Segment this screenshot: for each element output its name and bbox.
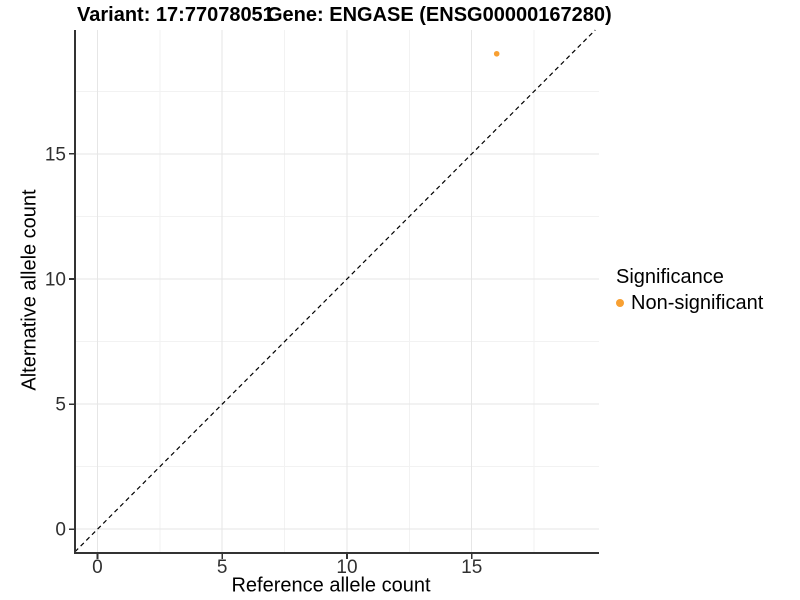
- legend: Significance Non-significant: [616, 265, 763, 315]
- x-tick-label: 0: [92, 557, 103, 578]
- legend-point-icon: [616, 299, 624, 307]
- legend-title: Significance: [616, 266, 724, 288]
- variant-title: Variant: 17:77078051: [77, 4, 274, 26]
- y-tick-label: 0: [55, 520, 66, 541]
- x-tick-label: 5: [217, 557, 228, 578]
- y-tick-label: 15: [45, 144, 66, 165]
- legend-label: Non-significant: [631, 292, 764, 314]
- x-tick-label: 10: [336, 557, 357, 578]
- identity-dashed-line: [74, 29, 596, 553]
- gene-title: Gene: ENGASE (ENSG00000167280): [267, 4, 612, 26]
- x-axis-title: Reference allele count: [231, 574, 431, 597]
- legend-item: Non-significant: [616, 291, 763, 315]
- x-tick-label: 15: [461, 557, 482, 578]
- data-point: [493, 50, 500, 57]
- y-tick-label: 5: [55, 395, 66, 416]
- panel-background: [75, 30, 599, 553]
- y-tick-label: 10: [45, 269, 66, 290]
